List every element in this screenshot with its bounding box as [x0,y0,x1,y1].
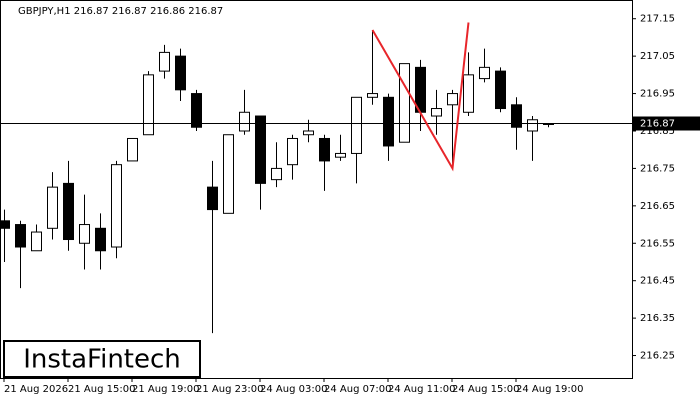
candle-body [207,186,218,211]
candle-body [159,51,170,72]
y-tick-label: 216.65 [640,201,675,212]
candle-body [223,134,234,214]
candle-body [303,130,314,136]
x-tick-label: 24 Aug 07:00 [324,384,391,395]
y-tick-label: 216.55 [640,238,675,249]
price-label: 216.87 [640,119,675,130]
y-tick-label: 217.15 [640,14,675,25]
candle-body [95,227,106,252]
x-tick-label: 21 Aug 2026 [4,384,68,395]
candle-body [47,186,58,229]
y-tick-label: 216.25 [640,351,675,362]
candle-body [191,93,202,128]
candle-body [79,224,90,244]
watermark: InstaFintech [23,345,181,375]
y-tick-label: 216.35 [640,313,675,324]
plot [0,29,554,334]
pattern-line [371,22,470,172]
y-tick-label: 216.45 [640,276,675,287]
candle-body [31,231,42,252]
candle-body [271,167,282,181]
candle-body [495,70,506,110]
candle-body [335,152,346,158]
candle-body [127,137,138,162]
candle-body [319,137,330,162]
candle-body [479,66,490,80]
candle-body [0,220,10,229]
candle-body [351,96,362,154]
candle-body [399,63,410,143]
candle-body [15,224,26,248]
y-tick-label: 216.75 [640,163,675,174]
x-tick-label: 24 Aug 15:00 [452,384,519,395]
watermark-box [3,340,201,378]
candle-body [239,111,250,132]
x-tick-label: 24 Aug 03:00 [260,384,327,395]
candle-body [111,164,122,248]
x-tick-label: 24 Aug 19:00 [516,384,583,395]
y-tick-label: 216.95 [640,89,675,100]
candle-body [383,96,394,147]
candle-body [511,104,522,128]
candle-body [431,108,442,117]
x-tick-label: 21 Aug 19:00 [132,384,199,395]
candle-body [255,115,266,184]
candle-body [63,182,74,241]
price-box [633,116,700,131]
candle-body [463,74,474,113]
plot-frame [0,0,633,379]
candle-body [447,93,458,106]
x-tick-label: 24 Aug 11:00 [388,384,455,395]
candle-body [367,93,378,98]
candle-body [143,74,154,136]
x-tick-label: 21 Aug 15:00 [68,384,135,395]
y-tick-label: 216.85 [640,126,675,137]
x-tick-label: 21 Aug 23:00 [196,384,263,395]
candle-body [175,55,186,91]
chart-title: GBPJPY,H1 216.87 216.87 216.86 216.87 [18,6,223,17]
candle-body [287,137,298,166]
y-tick-label: 217.05 [640,51,675,62]
candle-body [527,119,538,132]
